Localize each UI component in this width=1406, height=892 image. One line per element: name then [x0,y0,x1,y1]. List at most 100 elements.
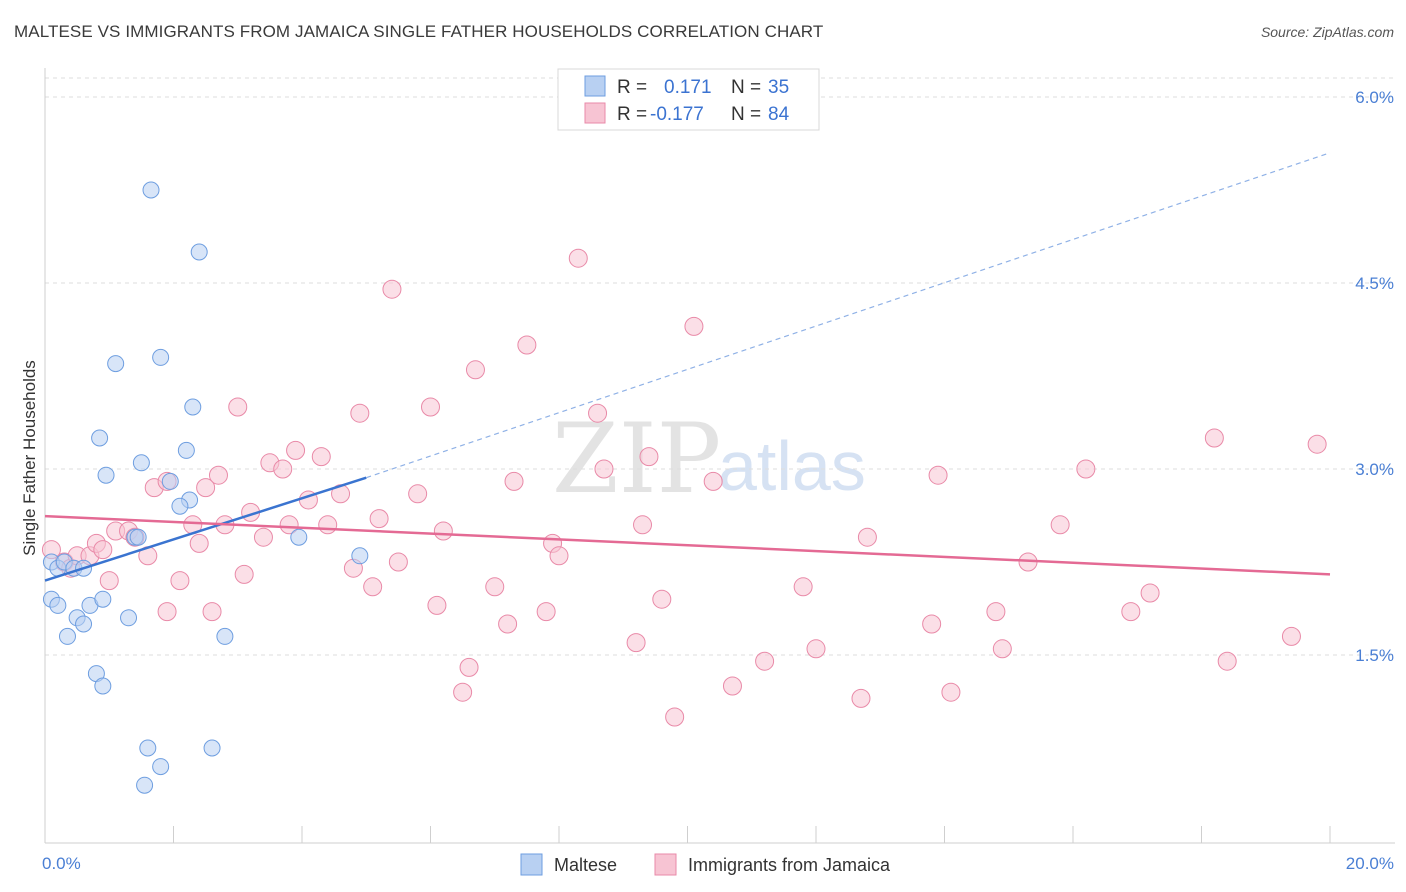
y-tick-labels: 1.5% 3.0% 4.5% 6.0% [1355,88,1394,665]
x-tick-label-max: 20.0% [1346,854,1394,873]
maltese-point [152,758,170,776]
watermark-zip: ZIP [552,403,721,515]
jamaica-point [549,546,569,566]
maltese-point [97,466,115,484]
maltese-point [152,348,170,366]
jamaica-point [363,577,383,597]
maltese-point [58,627,76,645]
maltese-point [107,355,125,373]
jamaica-point [1076,459,1096,479]
jamaica-point [703,471,723,491]
jamaica-point [857,527,877,547]
legend-n-label: N = [731,77,761,98]
jamaica-point [1140,583,1160,603]
jamaica-point [1050,515,1070,535]
jamaica-point [253,527,273,547]
bottom-legend-label-maltese: Maltese [554,855,617,875]
jamaica-point [986,602,1006,622]
maltese-point [139,739,157,757]
jamaica-point [1217,651,1237,671]
maltese-point [91,429,109,447]
jamaica-point [311,447,331,467]
jamaica-point [684,316,704,336]
jamaica-point [99,571,119,591]
jamaica-point [433,521,453,541]
jamaica-point [755,651,775,671]
maltese-point [129,528,147,546]
maltese-point [132,454,150,472]
maltese-point [120,609,138,627]
jamaica-point [652,589,672,609]
y-tick-label: 1.5% [1355,646,1394,665]
legend: R = 0.171 N = 35 R = -0.177 N = 84 [557,68,820,131]
jamaica-point [992,639,1012,659]
jamaica-point [851,688,871,708]
y-axis-label: Single Father Households [20,360,39,556]
y-tick-label: 4.5% [1355,274,1394,293]
jamaica-point [588,403,608,423]
maltese-trend-line [44,476,367,582]
jamaica-point [1204,428,1224,448]
maltese-point [142,181,160,199]
jamaica-point [639,447,659,467]
legend-r-label: R = [617,104,647,125]
bottom-legend-swatch-jamaica [654,853,677,876]
jamaica-point [318,515,338,535]
jamaica-point [273,459,293,479]
jamaica-point [594,459,614,479]
legend-swatch-maltese [584,75,606,97]
axes [44,68,1395,844]
legend-r-label: R = [617,77,647,98]
jamaica-point [568,248,588,268]
source-label: Source: ZipAtlas.com [1260,24,1394,40]
jamaica-point [1307,434,1327,454]
maltese-point [203,739,221,757]
jamaica-point [350,403,370,423]
watermark-atlas: atlas [718,427,866,505]
bottom-legend-swatch-maltese [520,853,543,876]
jamaica-point [408,484,428,504]
legend-r-value-jamaica: -0.177 [650,104,704,125]
jamaica-point [234,564,254,584]
maltese-point [290,528,308,546]
jamaica-point [504,471,524,491]
jamaica-point [208,465,228,485]
maltese-point [136,776,154,794]
jamaica-point [722,676,742,696]
jamaica-point [928,465,948,485]
maltese-point [49,596,67,614]
jamaica-point [228,397,248,417]
jamaica-point [170,571,190,591]
jamaica-point [485,577,505,597]
jamaica-point [382,279,402,299]
legend-r-value-maltese: 0.171 [664,77,712,98]
jamaica-point [465,360,485,380]
jamaica-point [941,682,961,702]
jamaica-point [517,335,537,355]
jamaica-point [279,515,299,535]
maltese-point [184,398,202,416]
y-tick-label: 6.0% [1355,88,1394,107]
jamaica-point [536,602,556,622]
trend-lines [44,152,1331,582]
jamaica-point [286,440,306,460]
jamaica-point [453,682,473,702]
jamaica-point [388,552,408,572]
y-tick-label: 3.0% [1355,460,1394,479]
jamaica-point [626,633,646,653]
jamaica-trend-line [44,514,1331,576]
x-tick-label-min: 0.0% [42,854,81,873]
legend-n-value-jamaica: 84 [768,104,790,125]
jamaica-point [93,540,113,560]
maltese-trend-extension [366,152,1331,479]
legend-n-value-maltese: 35 [768,77,789,98]
jamaica-point [498,614,518,634]
maltese-point [75,615,93,633]
maltese-point [161,472,179,490]
jamaica-point [1121,602,1141,622]
maltese-point [177,441,195,459]
maltese-point [94,590,112,608]
jamaica-point [157,602,177,622]
jamaica-point [922,614,942,634]
